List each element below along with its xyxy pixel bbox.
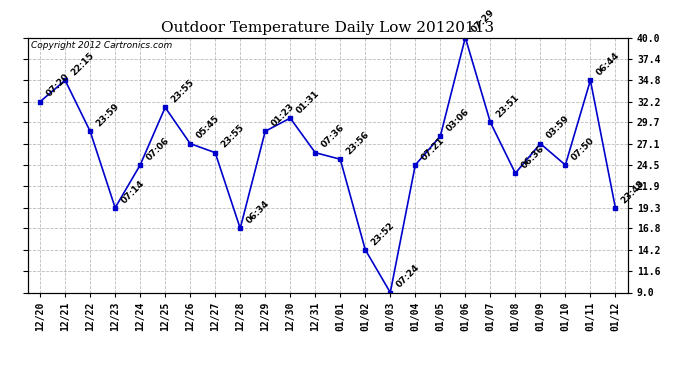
Title: Outdoor Temperature Daily Low 20120113: Outdoor Temperature Daily Low 20120113 [161, 21, 494, 35]
Text: 23:48: 23:48 [620, 178, 647, 205]
Text: 03:06: 03:06 [444, 107, 471, 134]
Text: 23:59: 23:59 [95, 102, 121, 129]
Text: 05:45: 05:45 [195, 114, 221, 141]
Text: 23:52: 23:52 [369, 220, 396, 247]
Text: 03:59: 03:59 [544, 114, 571, 141]
Text: 07:06: 07:06 [144, 136, 171, 162]
Text: 07:20: 07:20 [44, 72, 71, 99]
Text: 06:44: 06:44 [595, 51, 621, 78]
Text: 07:21: 07:21 [420, 136, 446, 162]
Text: 07:36: 07:36 [319, 123, 346, 150]
Text: 07:24: 07:24 [395, 263, 421, 290]
Text: 06:34: 06:34 [244, 199, 271, 225]
Text: Copyright 2012 Cartronics.com: Copyright 2012 Cartronics.com [30, 41, 172, 50]
Text: 22:15: 22:15 [69, 51, 96, 78]
Text: 01:23: 01:23 [269, 102, 296, 129]
Text: 01:31: 01:31 [295, 89, 321, 116]
Text: 07:50: 07:50 [569, 136, 596, 162]
Text: 23:51: 23:51 [495, 93, 521, 120]
Text: 23:55: 23:55 [169, 78, 196, 105]
Text: 07:29: 07:29 [469, 8, 496, 35]
Text: 06:36: 06:36 [520, 144, 546, 171]
Text: 23:55: 23:55 [219, 123, 246, 150]
Text: 07:14: 07:14 [119, 178, 146, 205]
Text: 23:56: 23:56 [344, 130, 371, 156]
